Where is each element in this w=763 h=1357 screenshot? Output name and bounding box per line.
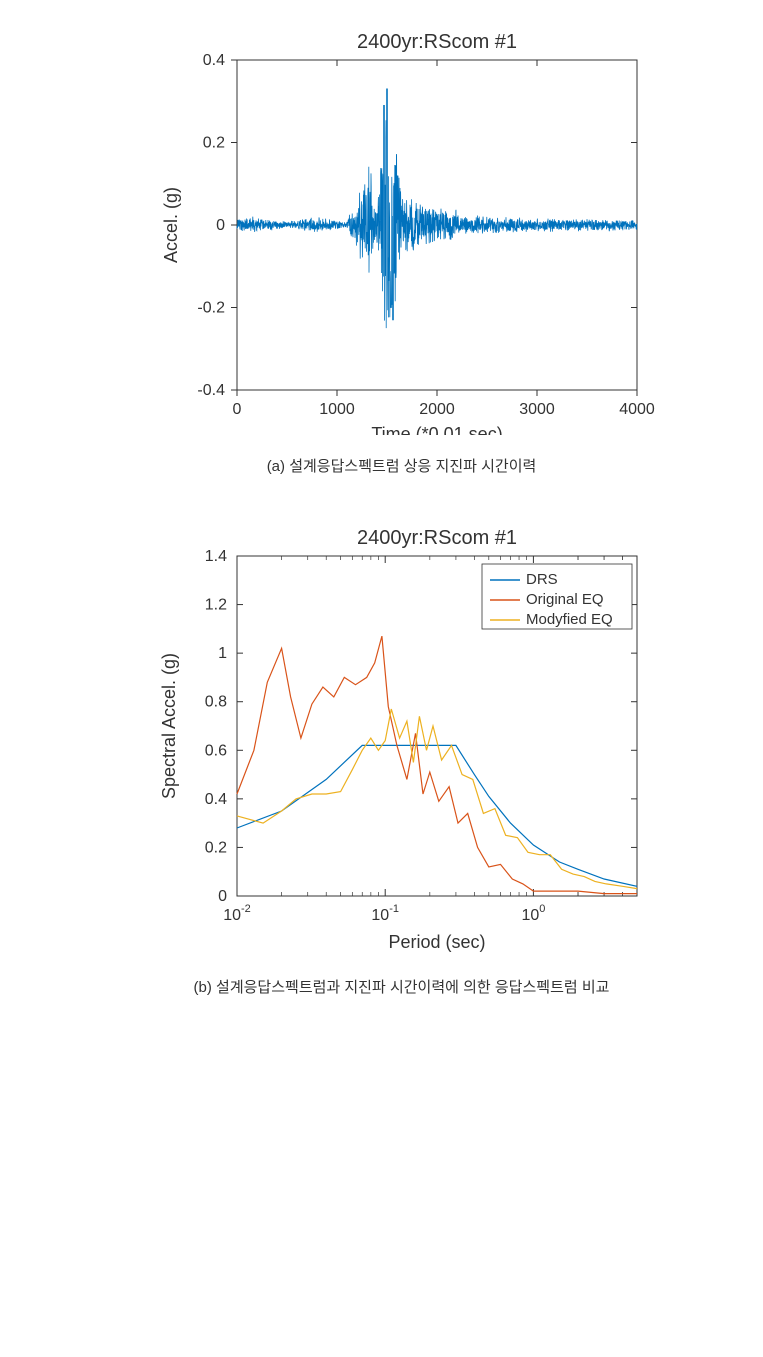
svg-text:4000: 4000 xyxy=(619,401,655,418)
svg-text:Time (*0.01 sec): Time (*0.01 sec) xyxy=(371,424,502,435)
svg-text:Modyfied EQ: Modyfied EQ xyxy=(526,611,613,628)
chart2-svg: 10-2 10-1 100 0 0.2 0.4 0.6 0.8 1 1.2 1.4 Period (s… xyxy=(137,516,667,956)
svg-text:Original EQ: Original EQ xyxy=(526,591,604,608)
svg-text:Spectral Accel. (g): Spectral Accel. (g) xyxy=(159,653,179,799)
svg-text:Accel. (g): Accel. (g) xyxy=(161,187,181,263)
svg-text:-0.4: -0.4 xyxy=(197,382,225,399)
chart1-container: 0 1000 2000 3000 4000 -0.4 -0.2 0 0.2 0.4 Time (*0… xyxy=(20,20,763,435)
svg-text:DRS: DRS xyxy=(526,571,558,588)
svg-text:0.2: 0.2 xyxy=(204,839,226,856)
svg-text:1000: 1000 xyxy=(319,401,355,418)
svg-text:-0.2: -0.2 xyxy=(197,300,225,317)
svg-text:1.2: 1.2 xyxy=(204,597,226,614)
svg-text:1: 1 xyxy=(218,645,227,662)
svg-text:0: 0 xyxy=(218,888,227,905)
svg-text:0: 0 xyxy=(232,401,241,418)
svg-text:2000: 2000 xyxy=(419,401,455,418)
chart2-container: 10-2 10-1 100 0 0.2 0.4 0.6 0.8 1 1.2 1.4 Period (s… xyxy=(20,516,763,956)
svg-text:100: 100 xyxy=(521,903,545,924)
svg-text:0.4: 0.4 xyxy=(202,52,224,69)
svg-text:2400yr:RScom #1: 2400yr:RScom #1 xyxy=(356,31,516,53)
svg-text:2400yr:RScom #1: 2400yr:RScom #1 xyxy=(356,527,516,549)
svg-text:0.6: 0.6 xyxy=(204,742,226,759)
svg-text:0.4: 0.4 xyxy=(204,791,226,808)
chart1-svg: 0 1000 2000 3000 4000 -0.4 -0.2 0 0.2 0.4 Time (*0… xyxy=(137,20,667,435)
svg-text:0.2: 0.2 xyxy=(202,135,224,152)
svg-text:0: 0 xyxy=(216,217,225,234)
chart2-caption: (b) 설계응답스펙트럼과 지진파 시간이력에 의한 응답스펙트럼 비교 xyxy=(20,976,763,997)
chart1-caption: (a) 설계응답스펙트럼 상응 지진파 시간이력 xyxy=(20,455,763,476)
svg-text:0.8: 0.8 xyxy=(204,694,226,711)
svg-text:10-1: 10-1 xyxy=(371,903,399,924)
svg-text:1.4: 1.4 xyxy=(204,548,226,565)
svg-text:Period (sec): Period (sec) xyxy=(388,932,485,952)
svg-text:3000: 3000 xyxy=(519,401,555,418)
svg-text:10-2: 10-2 xyxy=(223,903,251,924)
